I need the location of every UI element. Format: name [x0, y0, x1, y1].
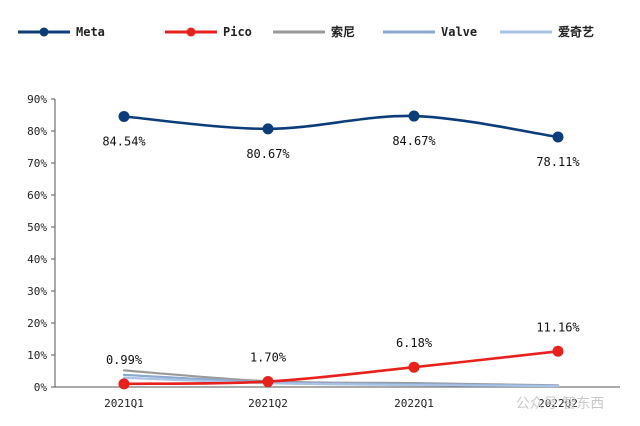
data-point: [118, 378, 130, 390]
data-label: 84.67%: [392, 134, 436, 148]
y-tick-label: 40%: [27, 253, 47, 266]
legend-swatch-marker: [39, 27, 49, 37]
data-label: 78.11%: [536, 155, 580, 169]
chart-axes: 0% 10% 20% 30% 40% 50% 60% 70% 80% 90% 2021Q1 2021Q…: [27, 93, 620, 410]
data-point: [408, 361, 420, 373]
watermark-text: 公众号 智东西: [516, 396, 604, 412]
legend-label: Meta: [76, 25, 105, 39]
legend-item: 爱奇艺: [500, 24, 594, 39]
data-label: 6.18%: [396, 336, 433, 350]
legend-item: Pico: [165, 25, 252, 39]
series-line: [122, 349, 560, 386]
legend: Meta Pico 索尼 Valve 爱奇艺: [18, 24, 594, 39]
y-tick-label: 10%: [27, 349, 47, 362]
data-point: [118, 110, 130, 122]
series-line: [122, 376, 560, 388]
data-point: [552, 131, 564, 143]
y-tick-label: 90%: [27, 93, 47, 106]
y-tick-label: 20%: [27, 317, 47, 330]
x-tick-label: 2022Q1: [394, 397, 434, 410]
data-label: 80.67%: [246, 147, 290, 161]
legend-item: Meta: [18, 25, 105, 39]
y-tick-label: 30%: [27, 285, 47, 298]
legend-label: Valve: [441, 25, 477, 39]
series-layer: [118, 110, 564, 390]
data-label: 0.99%: [106, 353, 143, 367]
data-label: 11.16%: [536, 320, 580, 334]
data-point: [262, 376, 274, 388]
legend-label: Pico: [223, 25, 252, 39]
legend-label: 爱奇艺: [558, 24, 594, 39]
data-point: [552, 345, 564, 357]
series-line: [122, 114, 560, 139]
legend-label: 索尼: [331, 24, 355, 39]
y-tick-label: 0%: [34, 381, 48, 394]
y-tick-label: 60%: [27, 189, 47, 202]
data-label: 1.70%: [250, 351, 287, 365]
legend-item: 索尼: [273, 24, 355, 39]
x-tick-label: 2021Q1: [104, 397, 144, 410]
data-point: [262, 123, 274, 135]
legend-item: Valve: [383, 25, 477, 39]
x-tick-label: 2021Q2: [248, 397, 288, 410]
data-label: 84.54%: [102, 134, 146, 148]
data-labels: 84.54% 80.67% 84.67% 78.11% 0.99% 1.70% 6.18% 1…: [102, 134, 580, 367]
y-tick-label: 50%: [27, 221, 47, 234]
y-tick-label: 70%: [27, 157, 47, 170]
x-tick-label: 2022Q2: [538, 397, 578, 410]
data-point: [408, 110, 420, 122]
legend-swatch-marker: [186, 27, 196, 37]
y-tick-label: 80%: [27, 125, 47, 138]
